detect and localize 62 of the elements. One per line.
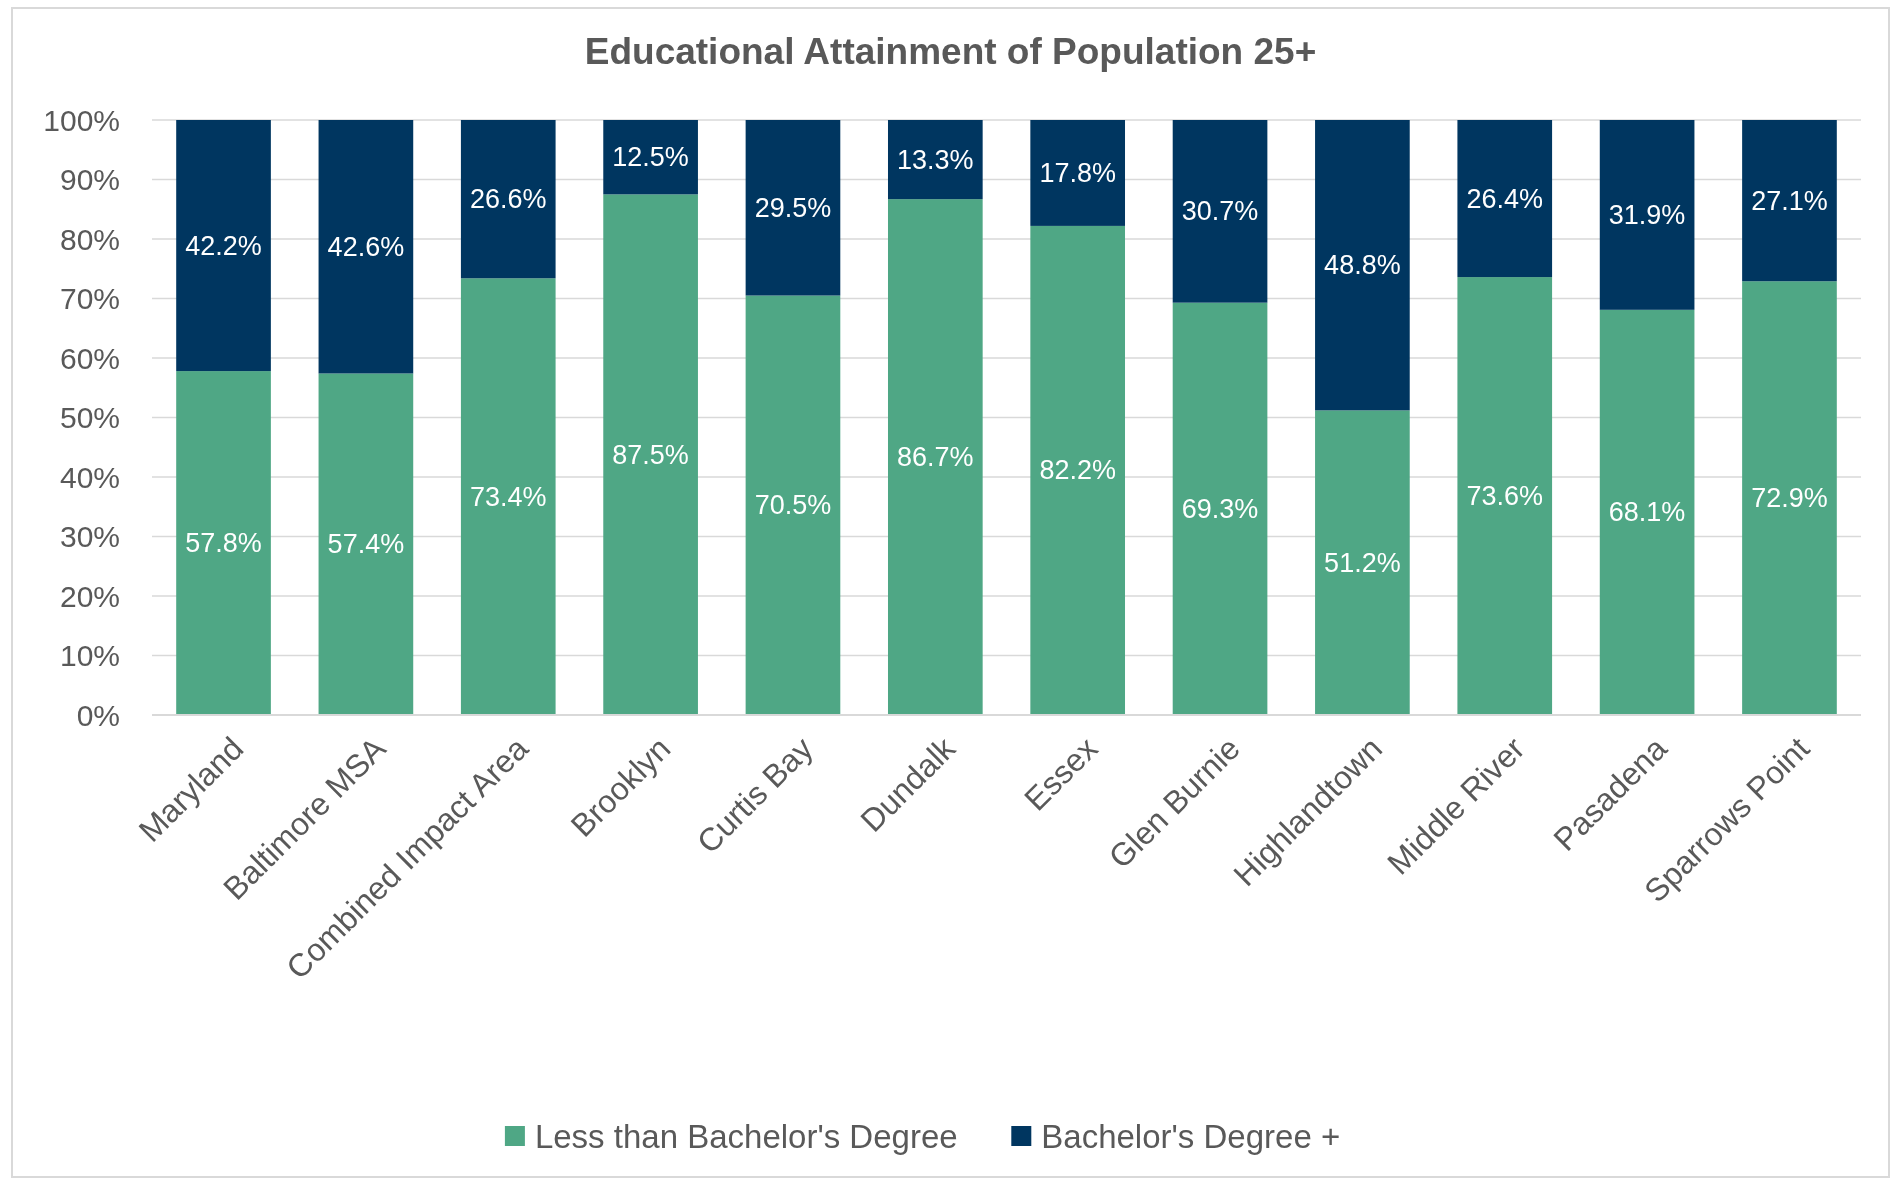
data-label: 26.6% (469, 184, 547, 215)
bar (1030, 120, 1126, 226)
data-label: 87.5% (612, 439, 689, 470)
data-label: 27.1% (1751, 185, 1828, 216)
y-tick-label: 40% (59, 460, 120, 494)
bar (1599, 309, 1695, 715)
bar (460, 278, 556, 715)
y-tick-label: 60% (59, 341, 120, 375)
bar (460, 120, 556, 279)
bar (745, 120, 841, 296)
bar (1315, 410, 1410, 715)
y-tick-label: 90% (59, 163, 120, 196)
bar (176, 371, 271, 715)
bar (1457, 120, 1553, 278)
data-label: 73.6% (1466, 481, 1544, 512)
legend-label: Bachelor's Degree + (1041, 1117, 1341, 1155)
data-label: 48.8% (1324, 250, 1401, 281)
legend-label: Less than Bachelor's Degree (534, 1117, 958, 1155)
data-label: 72.9% (1751, 483, 1828, 514)
data-label: 30.7% (1181, 196, 1259, 227)
bar (1457, 277, 1553, 715)
bar (745, 295, 841, 715)
data-label: 12.5% (612, 142, 689, 173)
y-tick-label: 20% (59, 579, 120, 613)
y-tick-label: 50% (59, 401, 120, 434)
y-tick-label: 80% (59, 222, 120, 256)
data-label: 70.5% (754, 490, 832, 521)
bar (887, 199, 983, 715)
data-label: 82.2% (1039, 455, 1116, 486)
bar (887, 120, 983, 200)
data-label: 51.2% (1324, 547, 1401, 578)
bar (1172, 120, 1268, 303)
data-label: 26.4% (1466, 183, 1544, 214)
bar (1030, 225, 1126, 715)
bar (176, 120, 271, 372)
y-tick-label: 70% (59, 282, 120, 315)
data-label: 86.7% (897, 442, 974, 473)
data-label: 69.3% (1181, 493, 1259, 524)
bar (1742, 120, 1837, 282)
y-tick-label: 100% (43, 103, 120, 137)
data-label: 17.8% (1039, 157, 1116, 188)
chart-title: Educational Attainment of Population 25+ (584, 31, 1317, 72)
bar (1172, 302, 1268, 715)
data-label: 42.6% (327, 231, 405, 262)
data-label: 13.3% (897, 144, 974, 175)
y-tick-label: 30% (59, 520, 120, 553)
bar (1599, 120, 1695, 310)
bar (318, 120, 414, 374)
data-label: 57.4% (327, 529, 405, 560)
bar (603, 194, 698, 715)
bar (603, 120, 698, 195)
data-label: 42.2% (185, 230, 262, 261)
bar (318, 373, 414, 715)
y-tick-label: 10% (59, 639, 120, 672)
y-tick-label: 0% (76, 698, 120, 732)
data-label: 29.5% (754, 192, 832, 223)
bar (1315, 120, 1410, 411)
data-label: 73.4% (469, 481, 547, 512)
data-label: 31.9% (1608, 199, 1686, 230)
data-label: 68.1% (1608, 497, 1686, 528)
data-label: 57.8% (185, 528, 262, 559)
bar (1742, 281, 1837, 715)
